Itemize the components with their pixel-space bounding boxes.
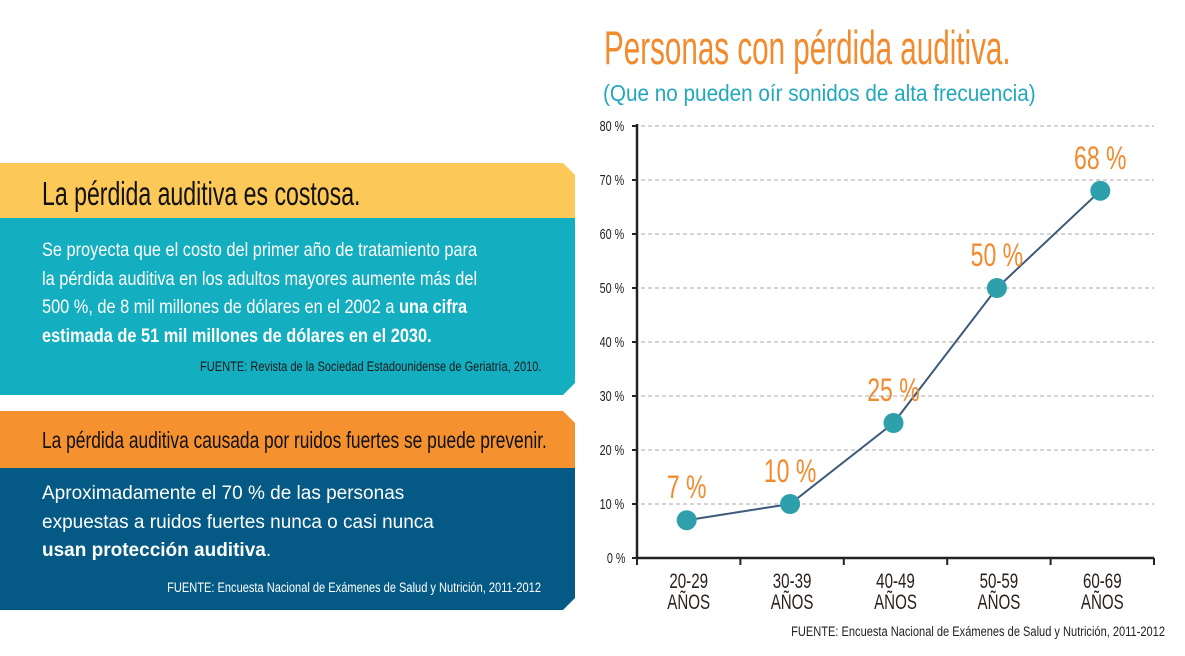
x-tick-label: AÑOS (874, 589, 917, 613)
bold-text: una cifra (398, 297, 468, 318)
data-point (986, 278, 1007, 298)
prevention-body-band: Aproximadamente el 70 % de las personas … (0, 468, 575, 610)
text-line: expuestas a ruidos fuertes nunca o casi … (42, 511, 434, 533)
x-tick-label: 30-39 (773, 568, 812, 592)
series-line (686, 190, 1101, 522)
y-tick-label: 70 % (600, 171, 625, 188)
data-label: 7 % (667, 470, 707, 506)
text-line: estimada de 51 mil millones de dólares e… (42, 323, 477, 352)
text-line: Se proyecta que el costo del primer año … (42, 240, 478, 261)
y-tick-label: 50 % (600, 279, 625, 296)
prevention-paragraph: Aproximadamente el 70 % de las personas … (42, 480, 434, 566)
x-tick-label: AÑOS (1081, 589, 1124, 613)
cost-source: FUENTE: Revista de la Sociedad Estadouni… (199, 359, 541, 374)
x-tick-label: 20-29 (669, 568, 708, 592)
bold-text: estimada de 51 mil millones de dólares e… (42, 325, 432, 347)
y-tick-label: 30 % (600, 387, 625, 404)
text-segment: 500 %, de 8 mil millones de dólares en e… (42, 297, 399, 318)
y-tick-label: 20 % (600, 441, 625, 458)
data-point (676, 510, 697, 531)
cost-body-band: Se proyecta que el costo del primer año … (0, 218, 575, 395)
data-label: 50 % (971, 237, 1024, 273)
x-tick-label: 60-69 (1083, 568, 1122, 592)
cost-panel: La pérdida auditiva es costosa. Se proye… (0, 163, 575, 395)
chart-subtitle: (Que no pueden oír sonidos de alta frecu… (603, 80, 1036, 106)
bold-text: usan protección auditiva (42, 540, 266, 561)
x-tick-label: 50-59 (980, 568, 1019, 592)
cost-paragraph: Se proyecta que el costo del primer año … (42, 237, 548, 351)
x-tick-label: 40-49 (876, 568, 915, 592)
prevention-heading-band: La pérdida auditiva causada por ruidos f… (0, 411, 575, 468)
data-label: 68 % (1074, 140, 1127, 176)
y-tick-label: 10 % (600, 495, 625, 512)
data-label: 25 % (867, 372, 920, 408)
chart-source: FUENTE: Encuesta Nacional de Exámenes de… (791, 624, 1165, 639)
x-tick-label: AÑOS (667, 589, 710, 613)
text-line: 500 %, de 8 mil millones de dólares en e… (42, 294, 477, 323)
text-line: la pérdida auditiva en los adultos mayor… (42, 268, 478, 290)
y-tick-label: 60 % (600, 225, 625, 242)
chart-title: Personas con pérdida auditiva. (604, 21, 1011, 74)
prevention-source: FUENTE: Encuesta Nacional de Exámenes de… (167, 580, 541, 595)
cost-heading: La pérdida auditiva es costosa. (42, 175, 361, 212)
data-point (883, 413, 904, 433)
x-tick-label: AÑOS (977, 589, 1020, 613)
text-line: Aproximadamente el 70 % de las personas (42, 483, 405, 504)
cost-heading-band: La pérdida auditiva es costosa. (0, 163, 575, 218)
prevention-panel: La pérdida auditiva causada por ruidos f… (0, 411, 575, 610)
x-tick-label: AÑOS (771, 589, 814, 613)
y-tick-label: 80 % (600, 117, 625, 134)
text-segment: . (265, 540, 272, 561)
y-tick-label: 0 % (607, 549, 626, 566)
data-point (1090, 180, 1111, 201)
data-point (780, 494, 801, 514)
y-tick-label: 40 % (600, 333, 625, 350)
data-label: 10 % (764, 453, 817, 489)
text-line: usan protección auditiva. (42, 537, 434, 566)
prevention-heading: La pérdida auditiva causada por ruidos f… (42, 427, 547, 453)
